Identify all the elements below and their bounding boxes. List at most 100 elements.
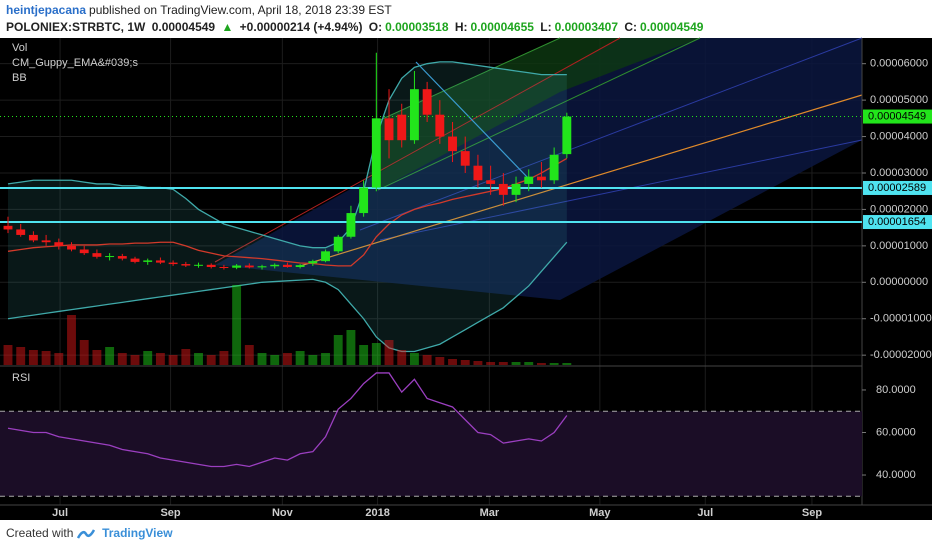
x-tick-label: Jul bbox=[52, 507, 68, 519]
level-label: 0.00002589 bbox=[868, 182, 926, 194]
x-tick-label: 2018 bbox=[365, 507, 389, 519]
volume-bar bbox=[549, 363, 559, 365]
y-tick-label: 0.00001000 bbox=[870, 240, 928, 252]
candle-body bbox=[130, 258, 140, 262]
trend-line bbox=[214, 37, 621, 263]
y-tick-label: 0.00006000 bbox=[870, 58, 928, 70]
volume-bar bbox=[435, 357, 445, 365]
candle-body bbox=[244, 265, 254, 268]
volume-bar bbox=[409, 353, 419, 365]
y-tick-label: -0.00002000 bbox=[870, 349, 932, 361]
volume-bar bbox=[244, 345, 254, 365]
y-tick-label: 0.00003000 bbox=[870, 167, 928, 179]
y-tick-label: 0.00004000 bbox=[870, 130, 928, 142]
volume-bar bbox=[333, 335, 343, 365]
volume-bar bbox=[67, 315, 76, 365]
author[interactable]: heintjepacana bbox=[6, 3, 87, 17]
x-tick-label: Nov bbox=[272, 507, 294, 519]
low: 0.00003407 bbox=[554, 20, 619, 34]
candle-body bbox=[155, 260, 165, 263]
support-line bbox=[299, 94, 863, 267]
candle-body bbox=[105, 256, 115, 258]
brand[interactable]: TradingView bbox=[102, 526, 173, 540]
volume-bar bbox=[54, 353, 64, 365]
candle-body bbox=[79, 249, 89, 254]
candle-body bbox=[359, 187, 369, 214]
price: 0.00004549 bbox=[151, 20, 216, 34]
volume-bar bbox=[346, 330, 356, 365]
quote-line: POLONIEX:STRBTC, 1W 0.00004549 ▲ +0.0000… bbox=[6, 20, 706, 34]
volume-bar bbox=[282, 353, 292, 365]
drawings bbox=[214, 37, 863, 300]
candle-body bbox=[3, 225, 13, 230]
pitchfork-zone bbox=[215, 38, 862, 300]
volume-bar bbox=[155, 353, 165, 365]
candle-body bbox=[511, 183, 521, 195]
bb-upper bbox=[7, 61, 567, 249]
change: +0.00000214 (+4.94%) bbox=[239, 20, 363, 34]
volume-bar bbox=[130, 355, 140, 365]
last-price-label: 0.00004549 bbox=[868, 110, 926, 122]
candle-body bbox=[270, 264, 280, 267]
h-label: H: bbox=[454, 20, 468, 34]
candle-body bbox=[435, 114, 445, 137]
candle-body bbox=[498, 183, 508, 195]
candle-body bbox=[448, 136, 457, 152]
volume-bar bbox=[536, 363, 546, 365]
volume-bar bbox=[105, 347, 115, 365]
publish-line: heintjepacana published on TradingView.co… bbox=[6, 3, 395, 17]
volume-bar bbox=[359, 345, 369, 365]
candle-body bbox=[422, 89, 432, 115]
indicator-label: BB bbox=[12, 72, 27, 84]
candle-body bbox=[194, 264, 203, 266]
y-tick-label: 0.00000000 bbox=[870, 276, 928, 288]
candle-body bbox=[16, 229, 26, 235]
candle-body bbox=[92, 253, 102, 257]
high: 0.00004655 bbox=[470, 20, 534, 34]
candle-body bbox=[67, 245, 76, 250]
volume-bar bbox=[308, 355, 318, 365]
candle-body bbox=[486, 180, 496, 184]
candle-body bbox=[549, 154, 559, 181]
level-box bbox=[863, 215, 932, 230]
candle-body bbox=[181, 264, 191, 266]
volume-bar bbox=[181, 349, 191, 365]
pitchfork-line bbox=[359, 37, 863, 231]
footer: Created with TradingView bbox=[6, 526, 173, 540]
indicator-label: CM_Guppy_EMA&#039;s bbox=[12, 57, 138, 69]
volume-bar bbox=[562, 363, 572, 365]
candle-body bbox=[562, 116, 572, 155]
volume-bar bbox=[3, 345, 13, 365]
x-tick-label: Jul bbox=[697, 507, 713, 519]
downtrend-line bbox=[415, 61, 531, 181]
candle-body bbox=[346, 213, 356, 237]
pitchfork-line bbox=[379, 139, 863, 241]
volume-bar bbox=[219, 351, 229, 365]
y-tick-label: 60.0000 bbox=[876, 426, 916, 438]
published: published on TradingView.com, April 18, … bbox=[89, 3, 392, 17]
volume-bar bbox=[143, 351, 153, 365]
volume-bar bbox=[28, 350, 38, 365]
bb-fill bbox=[8, 61, 567, 352]
volume-bar bbox=[232, 285, 242, 365]
candle-body bbox=[295, 265, 305, 267]
volume-bar bbox=[524, 362, 534, 365]
volume-bar bbox=[194, 353, 203, 365]
symbol: POLONIEX:STRBTC, 1W bbox=[6, 20, 146, 34]
candle-body bbox=[54, 242, 64, 246]
x-tick-label: Sep bbox=[160, 507, 180, 519]
y-tick-label: 40.0000 bbox=[876, 469, 916, 481]
rsi-line bbox=[7, 372, 568, 468]
candle-body bbox=[41, 240, 51, 243]
channel-line bbox=[377, 37, 701, 191]
volume-bar bbox=[397, 350, 407, 365]
close: 0.00004549 bbox=[640, 20, 704, 34]
candle-body bbox=[384, 118, 394, 141]
candle-body bbox=[282, 264, 292, 267]
o-label: O: bbox=[368, 20, 383, 34]
volume-bar bbox=[498, 362, 508, 365]
volume-bar bbox=[79, 340, 89, 365]
candle-body bbox=[409, 89, 419, 141]
